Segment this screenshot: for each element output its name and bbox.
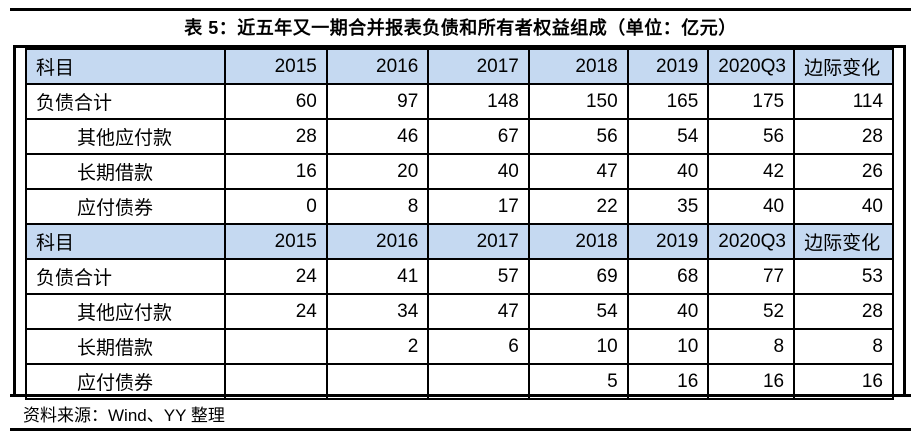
column-header: 2015 (224, 223, 328, 260)
value-cell: 26 (793, 153, 894, 190)
table-row: 长期借款 2 6 10 10 8 8 (24, 328, 894, 365)
value-cell: 17 (427, 188, 530, 225)
value-cell (427, 363, 530, 400)
value-cell: 54 (527, 293, 629, 330)
value-cell: 20 (325, 153, 430, 190)
row-label: 应付债券 (24, 363, 227, 400)
source-note: 资料来源：Wind、YY 整理 (23, 406, 225, 425)
value-cell: 5 (527, 363, 629, 400)
table-row: 负债合计 60 97 148 150 165 175 114 (24, 83, 894, 120)
row-label: 负债合计 (24, 83, 227, 120)
value-cell: 28 (793, 118, 894, 155)
value-cell: 165 (626, 83, 710, 120)
value-cell: 68 (626, 258, 710, 295)
value-cell: 41 (325, 258, 430, 295)
column-header: 2019 (626, 223, 710, 260)
value-cell: 57 (427, 258, 530, 295)
table-body: 科目 2015 2016 2017 2018 2019 2020Q3 边际变化 负债合计 60 97… (24, 48, 894, 400)
value-cell: 24 (224, 293, 328, 330)
column-header: 2019 (626, 48, 710, 85)
value-cell: 60 (224, 83, 328, 120)
row-label: 其他应付款 (24, 293, 227, 330)
value-cell: 46 (325, 118, 430, 155)
column-header: 科目 (24, 223, 227, 260)
value-cell: 56 (707, 118, 796, 155)
column-header: 科目 (24, 48, 227, 85)
value-cell: 2 (325, 328, 430, 365)
value-cell: 34 (325, 293, 430, 330)
value-cell: 67 (427, 118, 530, 155)
value-cell: 97 (325, 83, 430, 120)
value-cell: 8 (707, 328, 796, 365)
value-cell: 40 (707, 188, 796, 225)
column-header: 边际变化 (793, 48, 894, 85)
value-cell: 8 (325, 188, 430, 225)
column-header: 边际变化 (793, 223, 894, 260)
value-cell: 40 (626, 153, 710, 190)
value-cell: 42 (707, 153, 796, 190)
value-cell: 16 (224, 153, 328, 190)
column-header: 2015 (224, 48, 328, 85)
value-cell: 40 (427, 153, 530, 190)
value-cell: 35 (626, 188, 710, 225)
value-cell: 77 (707, 258, 796, 295)
value-cell: 54 (626, 118, 710, 155)
value-cell: 114 (793, 83, 894, 120)
bottom-rule (10, 428, 911, 431)
row-label: 负债合计 (24, 258, 227, 295)
financial-table: 科目 2015 2016 2017 2018 2019 2020Q3 边际变化 负债合计 60 97… (24, 48, 894, 400)
header-row: 科目 2015 2016 2017 2018 2019 2020Q3 边际变化 (24, 223, 894, 260)
column-header: 2017 (427, 223, 530, 260)
value-cell: 10 (626, 328, 710, 365)
row-label: 长期借款 (24, 153, 227, 190)
column-header: 2020Q3 (707, 48, 796, 85)
column-header: 2020Q3 (707, 223, 796, 260)
value-cell: 16 (626, 363, 710, 400)
column-header: 2017 (427, 48, 530, 85)
value-cell: 56 (527, 118, 629, 155)
value-cell: 22 (527, 188, 629, 225)
value-cell: 40 (793, 188, 894, 225)
value-cell: 47 (527, 153, 629, 190)
value-cell: 28 (793, 293, 894, 330)
value-cell (224, 328, 328, 365)
header-row: 科目 2015 2016 2017 2018 2019 2020Q3 边际变化 (24, 48, 894, 85)
value-cell: 148 (427, 83, 530, 120)
table-row: 应付债券 5 16 16 16 (24, 363, 894, 400)
row-label: 长期借款 (24, 328, 227, 365)
row-label: 其他应付款 (24, 118, 227, 155)
column-header: 2018 (527, 223, 629, 260)
value-cell: 10 (527, 328, 629, 365)
value-cell: 47 (427, 293, 530, 330)
value-cell: 8 (793, 328, 894, 365)
value-cell (325, 363, 430, 400)
table-bottom-rule (10, 394, 911, 397)
value-cell: 6 (427, 328, 530, 365)
value-cell (224, 363, 328, 400)
table-row: 应付债券 0 8 17 22 35 40 40 (24, 188, 894, 225)
table-row: 负债合计 24 41 57 69 68 77 53 (24, 258, 894, 295)
value-cell: 28 (224, 118, 328, 155)
row-label: 应付债券 (24, 188, 227, 225)
top-rule (10, 8, 911, 11)
table-row: 其他应付款 28 46 67 56 54 56 28 (24, 118, 894, 155)
value-cell: 175 (707, 83, 796, 120)
table-frame: 科目 2015 2016 2017 2018 2019 2020Q3 边际变化 负债合计 60 97… (13, 45, 906, 400)
value-cell: 52 (707, 293, 796, 330)
value-cell: 16 (793, 363, 894, 400)
value-cell: 24 (224, 258, 328, 295)
value-cell: 53 (793, 258, 894, 295)
table-row: 长期借款 16 20 40 47 40 42 26 (24, 153, 894, 190)
value-cell: 150 (527, 83, 629, 120)
value-cell: 69 (527, 258, 629, 295)
column-header: 2016 (325, 48, 430, 85)
value-cell: 16 (707, 363, 796, 400)
column-header: 2018 (527, 48, 629, 85)
table-row: 其他应付款 24 34 47 54 40 52 28 (24, 293, 894, 330)
value-cell: 0 (224, 188, 328, 225)
table-title: 表 5：近五年又一期合并报表负债和所有者权益组成（单位：亿元） (184, 18, 737, 38)
value-cell: 40 (626, 293, 710, 330)
column-header: 2016 (325, 223, 430, 260)
